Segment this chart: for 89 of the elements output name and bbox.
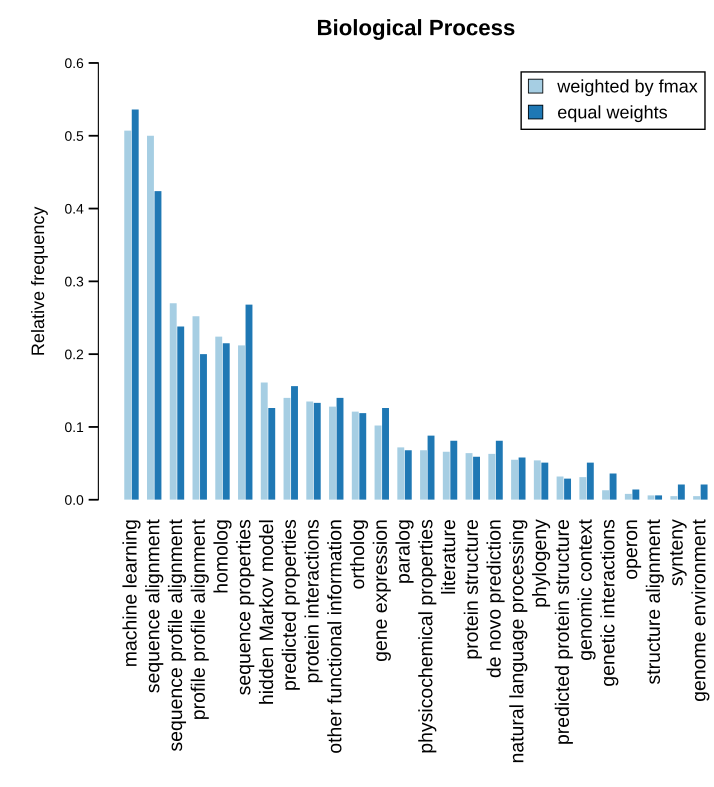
bar — [268, 408, 276, 500]
bar — [397, 447, 404, 500]
x-tick-label: protein interactions — [304, 520, 323, 682]
x-tick-label: genomic context — [578, 519, 596, 660]
y-tick-label: 0.3 — [65, 276, 84, 287]
x-tick-label: other functional information — [327, 520, 342, 753]
y-tick-label: 0.0 — [65, 495, 84, 505]
bar — [428, 436, 434, 500]
bar — [693, 496, 700, 500]
bar — [610, 474, 617, 500]
bar — [700, 484, 708, 500]
x-tick-label: physicochemical properties — [418, 520, 436, 752]
bar — [488, 454, 496, 500]
x-tick-label: sequence profile alignment — [168, 519, 186, 752]
x-tick-label: gene expression — [372, 520, 391, 662]
x-tick-label: genome environment — [691, 519, 710, 702]
bar — [260, 382, 268, 500]
bar — [518, 458, 526, 500]
bar — [306, 401, 314, 500]
bar — [132, 110, 139, 500]
chart-title: Biological Process — [318, 19, 514, 40]
x-tick-label: sequence properties — [236, 520, 254, 695]
bar — [450, 440, 458, 500]
bar — [124, 130, 132, 500]
bar — [534, 460, 541, 500]
bar — [222, 343, 230, 500]
bar — [382, 408, 389, 500]
y-tick-label: 0.2 — [65, 349, 84, 360]
bar — [420, 450, 427, 500]
bar — [147, 136, 154, 500]
bar — [200, 354, 207, 500]
bar — [359, 413, 366, 500]
x-tick-label: phylogeny — [532, 519, 550, 607]
bar — [632, 490, 640, 500]
bar — [473, 456, 480, 500]
bar — [511, 460, 518, 500]
x-tick-label: natural language processing — [509, 520, 528, 762]
x-tick-label: paralog — [395, 520, 414, 583]
y-tick-label: 0.5 — [65, 131, 84, 141]
bar — [442, 452, 450, 500]
bar — [170, 303, 177, 500]
x-tick-label: predicted protein structure — [554, 520, 573, 744]
legend-label: weighted by fmax — [557, 79, 698, 96]
x-tick-label: literature — [440, 520, 456, 594]
bar — [215, 336, 222, 500]
bar — [466, 453, 472, 500]
x-tick-label: machine learning — [122, 520, 141, 666]
x-tick-label: hidden Markov model — [258, 520, 274, 704]
bar — [579, 477, 586, 500]
bar — [624, 494, 632, 500]
bar — [329, 406, 336, 500]
bar — [404, 450, 412, 500]
x-tick-label: genetic interactions — [600, 520, 618, 686]
bar — [586, 462, 594, 500]
y-tick-label: 0.4 — [65, 204, 84, 214]
legend-label: equal weights — [558, 105, 668, 122]
bar — [246, 304, 252, 500]
bar — [602, 490, 610, 500]
bar — [314, 402, 321, 500]
bar — [284, 398, 290, 500]
x-tick-label: sequence alignment — [145, 519, 164, 693]
y-tick-label: 0.6 — [65, 58, 84, 68]
x-tick-label: ortholog — [350, 520, 368, 589]
bar — [336, 398, 344, 500]
bar — [192, 316, 200, 500]
bar — [177, 326, 184, 500]
y-tick-label: 0.1 — [65, 422, 84, 432]
x-tick-label: protein structure — [464, 520, 482, 658]
x-tick-label: operon — [626, 520, 642, 579]
bar — [556, 476, 564, 500]
x-tick-label: de novo prediction — [486, 520, 505, 678]
x-tick-label: homolog — [213, 520, 232, 592]
y-axis-title: Relative frequency — [30, 206, 48, 355]
x-tick-label: structure alignment — [646, 519, 664, 684]
bar — [154, 191, 162, 500]
bar — [670, 496, 678, 500]
bar — [648, 495, 655, 500]
x-tick-label: predicted properties — [282, 520, 300, 690]
bar — [291, 386, 298, 500]
bar — [655, 495, 662, 500]
x-tick-label: profile profile alignment — [190, 519, 209, 719]
bar — [352, 412, 359, 500]
bar — [496, 440, 503, 500]
x-tick-label: synteny — [670, 519, 687, 586]
bar — [238, 345, 245, 500]
bar — [374, 425, 382, 500]
bar — [541, 462, 548, 500]
bar — [564, 478, 572, 500]
bar — [678, 484, 685, 500]
